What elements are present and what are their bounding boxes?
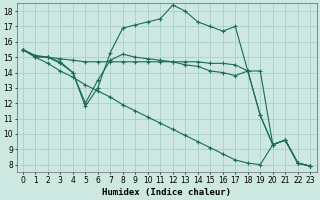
X-axis label: Humidex (Indice chaleur): Humidex (Indice chaleur) (102, 188, 231, 197)
